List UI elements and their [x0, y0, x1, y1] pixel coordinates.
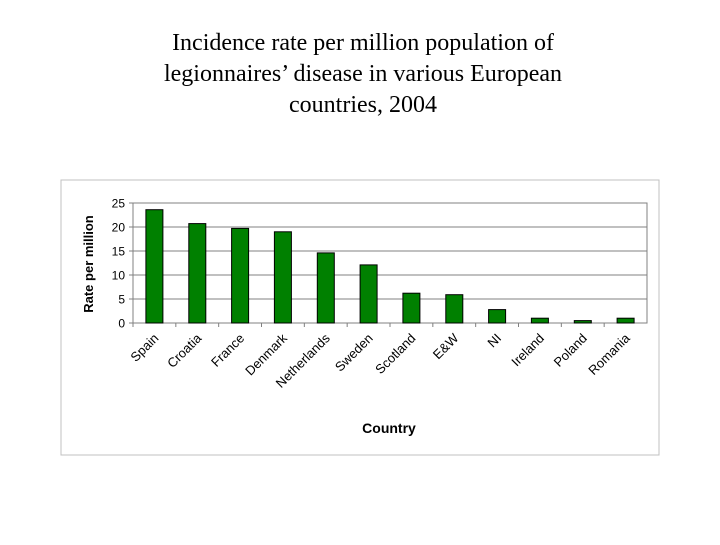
y-tick-label: 0 [118, 317, 125, 331]
y-tick-label: 15 [112, 245, 126, 259]
y-tick-label: 25 [112, 197, 126, 211]
bar-e-w [445, 294, 464, 324]
bar-france [231, 227, 250, 324]
bar-romania [616, 317, 635, 324]
bar-netherlands [316, 252, 335, 324]
bar-croatia [188, 223, 207, 324]
y-axis-ticks: 0 5 10 15 20 25 [112, 197, 133, 331]
bar-spain [145, 209, 164, 324]
y-axis-label: Rate per million [81, 215, 96, 313]
bar-poland [573, 320, 592, 324]
y-tick-label: 10 [112, 269, 126, 283]
bar-sweden [359, 264, 378, 324]
bars [145, 209, 635, 324]
bar-ireland [530, 317, 549, 324]
bar-scotland [402, 292, 421, 324]
gridlines [133, 226, 647, 300]
bar-ni [488, 309, 507, 324]
chart-title-line: legionnaires’ disease in various Europea… [163, 61, 563, 87]
chart-title-line: countries, 2004 [289, 92, 437, 118]
y-tick-label: 5 [118, 293, 125, 307]
x-axis-label: Country [362, 420, 416, 436]
y-tick-label: 20 [112, 221, 126, 235]
bar-denmark [273, 231, 292, 324]
chart-title-line: Incidence rate per million population of [172, 30, 554, 56]
chart-title: Incidence rate per million population of… [80, 28, 646, 121]
